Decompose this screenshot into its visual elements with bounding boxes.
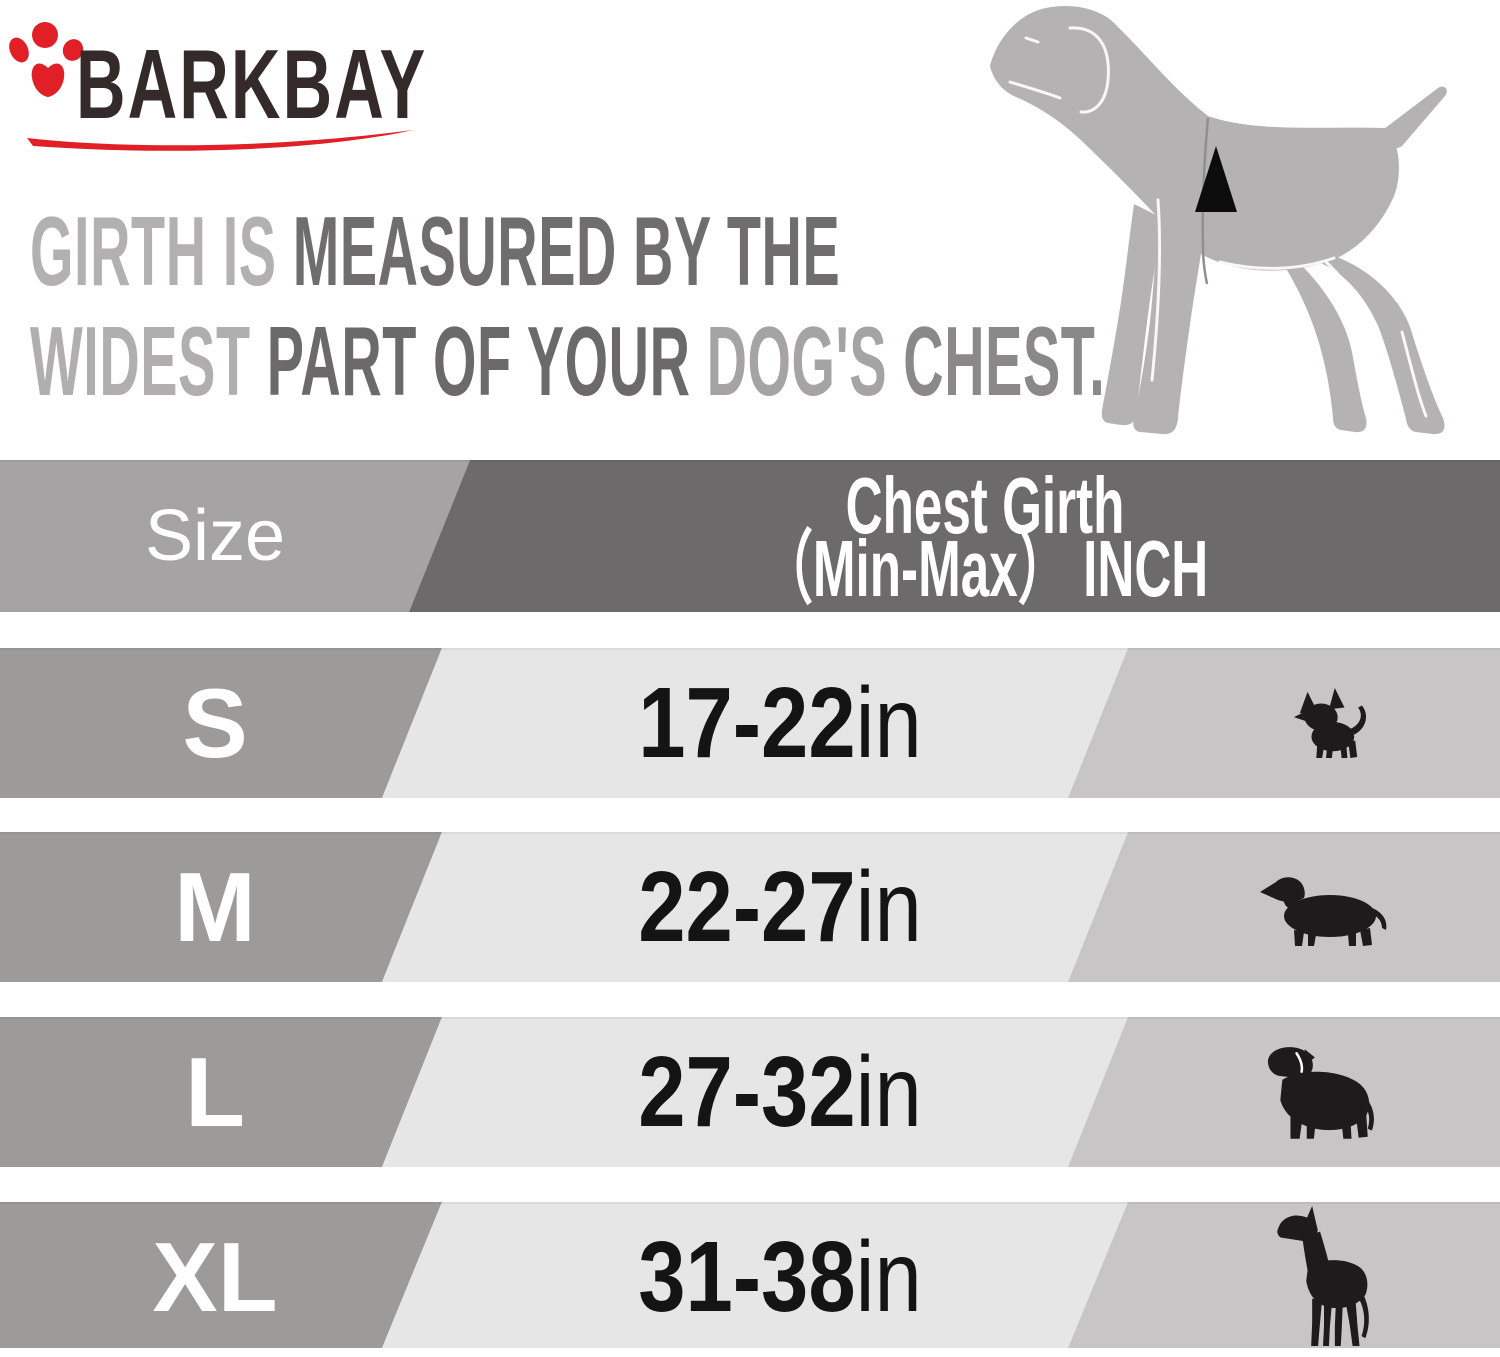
dog-eye bbox=[1024, 36, 1040, 44]
dog-jaw-highlight bbox=[1008, 80, 1062, 100]
girth-column-header: Chest Girth （Min-Max） INCH bbox=[761, 461, 1209, 613]
heading-segment: PART OF YOUR bbox=[266, 306, 707, 416]
dog-ear-highlight bbox=[1068, 26, 1110, 114]
table-row-m: M 22-27in bbox=[0, 832, 1500, 982]
size-label: M bbox=[174, 852, 256, 962]
heading-line-2: WIDEST PART OF YOUR DOG'S CHEST. bbox=[30, 306, 1105, 416]
row-girth-cell bbox=[382, 1017, 1128, 1167]
size-label: XL bbox=[152, 1222, 278, 1332]
range-value: 17-22 bbox=[638, 667, 856, 779]
row-girth-cell bbox=[382, 832, 1128, 982]
heading-segment: DOG'S bbox=[706, 306, 904, 416]
heading-segment: CHEST. bbox=[903, 306, 1106, 416]
row-size-cell bbox=[0, 648, 442, 798]
dog-tail bbox=[1380, 86, 1447, 149]
girth-header-line1: Chest Girth bbox=[845, 461, 1125, 550]
great-dane-icon bbox=[1277, 1205, 1369, 1347]
dog-shoulder-highlight bbox=[1150, 198, 1162, 382]
girth-marker-triangle bbox=[1195, 146, 1237, 212]
header-size-cell bbox=[0, 460, 470, 612]
girth-header-line2: （Min-Max） INCH bbox=[761, 524, 1209, 613]
dog-front-far-leg bbox=[1101, 204, 1162, 426]
heading-line-1: GIRTH IS MEASURED BY THE bbox=[30, 196, 1105, 306]
brand-logo-text: BARKBAY bbox=[76, 29, 428, 139]
girth-line bbox=[1201, 117, 1210, 285]
heading-segment: WIDEST bbox=[30, 306, 267, 416]
dog-belly-highlight bbox=[1218, 256, 1336, 270]
row-girth-cell bbox=[382, 1202, 1128, 1348]
table-row-s: S 17-22in bbox=[0, 648, 1500, 798]
row-girth-cell bbox=[382, 648, 1128, 798]
size-label: S bbox=[182, 668, 248, 778]
size-label: L bbox=[185, 1037, 245, 1147]
heading-segment: GIRTH IS bbox=[30, 196, 293, 306]
dog-measurement-diagram bbox=[990, 6, 1447, 435]
girth-range: 31-38in bbox=[551, 1202, 1010, 1352]
paw-print-icon bbox=[9, 22, 84, 97]
heading-segment: MEASURED BY THE bbox=[292, 196, 841, 306]
size-column-header: Size bbox=[144, 496, 286, 576]
mastiff-icon bbox=[1267, 1047, 1374, 1139]
dog-body bbox=[990, 6, 1399, 271]
girth-range: 27-32in bbox=[551, 1017, 1010, 1167]
row-icon-cell bbox=[1068, 832, 1500, 982]
row-size-cell bbox=[0, 1202, 442, 1348]
dog-rear-near-leg bbox=[1318, 252, 1445, 435]
range-unit: in bbox=[855, 1221, 922, 1333]
range-unit: in bbox=[855, 851, 922, 963]
dog-thigh-highlight bbox=[1324, 260, 1376, 348]
girth-range: 22-27in bbox=[551, 832, 1010, 982]
girth-instruction-heading: GIRTH IS MEASURED BY THE WIDEST PART OF … bbox=[30, 196, 1500, 416]
dog-hock-highlight bbox=[1400, 330, 1428, 418]
range-value: 31-38 bbox=[638, 1221, 856, 1333]
range-unit: in bbox=[855, 1036, 922, 1148]
chihuahua-icon bbox=[1293, 688, 1366, 758]
table-header-row: Size Chest Girth （Min-Max） INCH bbox=[0, 460, 1500, 612]
dachshund-icon bbox=[1260, 877, 1387, 946]
range-value: 27-32 bbox=[638, 1036, 856, 1148]
header-girth-cell bbox=[409, 460, 1500, 612]
row-size-cell bbox=[0, 1017, 442, 1167]
table-row-l: L 27-32in bbox=[0, 1017, 1500, 1167]
row-icon-cell bbox=[1068, 648, 1500, 798]
row-size-cell bbox=[0, 832, 442, 982]
dog-rear-far-leg bbox=[1287, 260, 1367, 433]
range-value: 22-27 bbox=[638, 851, 856, 963]
table-row-xl: XL 31-38in bbox=[0, 1202, 1500, 1348]
range-unit: in bbox=[855, 667, 922, 779]
logo-swoosh-underline bbox=[27, 129, 413, 151]
girth-range: 17-22in bbox=[551, 648, 1010, 798]
ear-highlight bbox=[1295, 1052, 1304, 1073]
